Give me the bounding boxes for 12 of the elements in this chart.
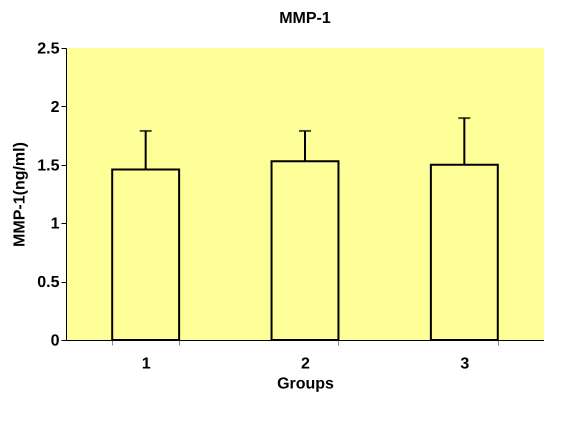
y-tick-label: 1	[50, 216, 60, 233]
chart-title: MMP-1	[279, 10, 331, 27]
y-tick-label: 1.5	[37, 157, 60, 174]
x-tick-label: 3	[460, 356, 470, 372]
y-tick-label: 2	[50, 98, 60, 116]
y-tick-label: 0.5	[37, 274, 60, 292]
y-tick-label: 2.5	[37, 40, 60, 58]
x-axis-title: Groups	[277, 376, 334, 392]
y-axis-title: MMP-1(ng/ml)	[11, 142, 28, 247]
x-tick-label: 1	[142, 356, 151, 372]
x-tick-label: 2	[301, 356, 310, 372]
y-tick-label: 0	[50, 332, 60, 350]
